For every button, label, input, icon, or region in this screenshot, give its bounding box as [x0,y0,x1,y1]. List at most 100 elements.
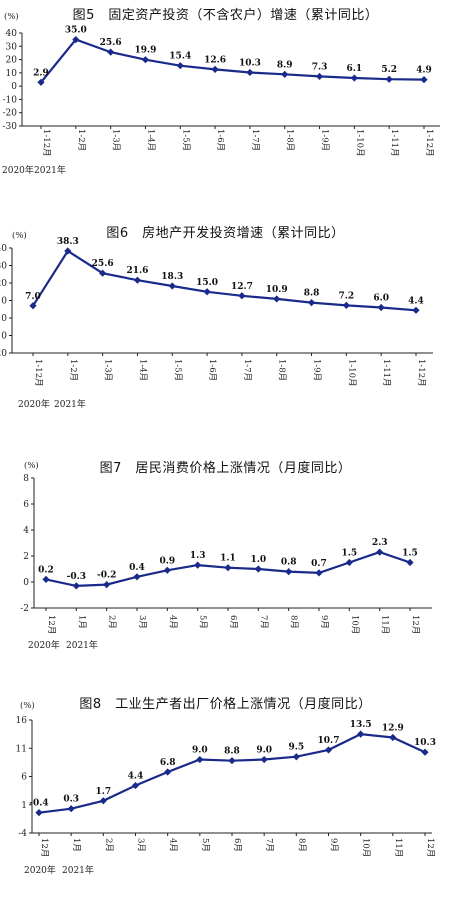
x-tick-label: 3月 [137,615,147,629]
x-tick-label: 8月 [289,615,299,629]
year-label-2020: 2020年 [18,400,50,410]
y-tick-label: 10 [0,297,7,307]
chart-fig6: 图6 房地产开发投资增速（累计同比） (%) 40 30 20 10 0 -10 -20 1-… [0,215,451,445]
chart-title: 图8 工业生产者出厂价格上涨情况（月度同比） [79,697,372,712]
y-tick-label: -10 [3,95,18,105]
data-label: 4.4 [408,296,424,306]
x-tick-label: 11月 [393,838,403,857]
year-label-2020: 2020年 [24,866,56,876]
data-point [345,558,353,567]
data-label: 2.9 [33,68,49,78]
data-point [194,561,202,569]
x-tick-label: 1-11月 [381,359,391,387]
x-tick-label: 4月 [168,838,178,852]
y-tick-label: -4 [18,829,27,839]
x-tick-label: 1-7月 [250,129,260,151]
data-label: 8.8 [224,747,240,757]
data-point [376,548,384,556]
data-label: 7.0 [25,292,41,302]
data-label: 0.3 [63,795,79,805]
x-tick-label: 7月 [258,615,268,629]
data-point [42,575,50,583]
data-point [292,753,300,761]
unit-label: (%) [24,461,39,471]
data-point [67,805,75,813]
x-tick-label: 1-10月 [346,359,356,387]
y-tick-label: 6 [21,773,27,783]
data-point [37,78,45,86]
y-tick-label: -30 [3,122,18,132]
data-label: -0.2 [97,571,116,581]
data-point [421,748,429,756]
x-tick-label: 1-9月 [312,359,322,381]
y-tick-label: -2 [20,604,29,614]
x-tick-label: 1-12月 [33,359,43,387]
plot-area: 40 30 20 10 0 -10 -20 -30 1-12月 1-2月 1-3月 1-4月 1-5月 1… [3,26,440,157]
x-tick-label: 10月 [349,615,359,634]
data-label: 4.4 [128,772,144,782]
y-tick-label: 40 [0,244,7,254]
data-label: 21.6 [126,266,148,276]
x-tick-label: 2月 [107,615,117,629]
chart-fig5: 图5 固定资产投资（不含农户）增速（累计同比） (%) 40 30 20 10 0 -10… [0,0,451,215]
data-point [228,757,236,765]
data-point [29,302,37,310]
x-tick-label: 1-6月 [207,359,217,381]
data-label: 9.0 [256,746,272,756]
x-tick-label: 1-11月 [389,129,399,157]
data-label: 1.5 [402,549,418,559]
data-label: 8.9 [277,60,293,70]
data-point [385,75,393,83]
x-tick-label: 5月 [200,838,210,852]
chart-title: 图7 居民消费价格上涨情况（月度同比） [99,461,352,476]
y-tick-label: 0 [1,314,7,324]
y-tick-label: -20 [3,109,18,119]
data-point [133,276,142,284]
x-tick-label: 1-5月 [180,129,190,151]
data-label: 5.2 [381,65,397,75]
x-tick-label: 5月 [198,615,208,629]
data-point [350,74,358,82]
data-point [412,306,420,314]
data-point [254,565,262,573]
x-tick-label: 9月 [329,838,339,852]
data-point [164,768,172,776]
x-tick-label: 6月 [228,615,238,629]
year-label-2021: 2021年 [54,400,86,410]
plot-area: 8 6 4 2 0 -2 12月 1月 2月 3月 4月 5月 6月 7月 8月 9月 10月 11月 12月 0.2… [20,474,432,634]
data-point [246,68,254,77]
y-tick-label: 2 [23,552,29,562]
data-label: 10.3 [239,58,261,68]
y-tick-label: 1 [21,801,27,811]
chart-fig8: 图8 工业生产者出厂价格上涨情况（月度同比） (%) 16 11 6 1 -4 12月 1月… [0,685,451,903]
data-label: -0.3 [67,572,86,582]
data-label: 13.5 [350,720,372,730]
x-tick-label: 6月 [232,838,242,852]
y-tick-label: 20 [0,279,7,289]
x-tick-label: 7月 [264,838,274,852]
data-point [281,70,289,78]
x-tick-label: 3月 [136,838,146,852]
x-tick-label: 1-4月 [145,129,155,151]
data-point [420,76,428,84]
data-point [260,755,268,764]
plot-area: 16 11 6 1 -4 12月 1月 2月 3月 4月 5月 6月 7月 8月 9月 10月 11月 12月 -0… [16,716,436,857]
data-label: 0.2 [38,565,54,575]
x-tick-label: 12月 [46,615,56,634]
x-tick-label: 1-4月 [137,359,147,381]
data-label: 19.9 [134,46,156,56]
data-point [176,62,184,70]
data-label: 15.4 [169,52,191,62]
data-point [64,247,72,255]
data-label: 1.7 [95,787,111,797]
series-line [32,249,417,312]
x-tick-label: 12月 [410,615,420,634]
x-tick-label: 1月 [76,615,86,629]
data-label: 0.7 [311,559,327,569]
data-point [131,781,140,790]
year-label-2021: 2021年 [62,866,94,876]
data-point [163,566,171,574]
data-label: 0.4 [129,563,145,573]
x-tick-label: 1-3月 [111,129,121,151]
data-label: 6.1 [347,64,363,74]
